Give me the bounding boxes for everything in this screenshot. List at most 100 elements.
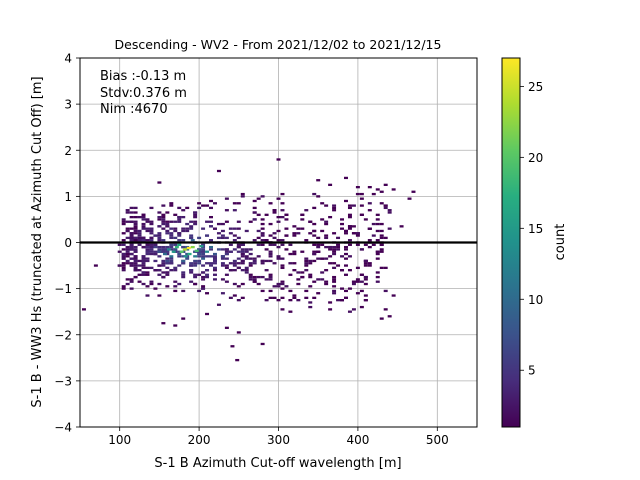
heatmap-cell-bg-335 xyxy=(181,271,186,274)
heatmap-cell-bg-347 xyxy=(125,227,130,230)
heatmap-cell-bg-134 xyxy=(125,250,130,253)
heatmap-cell-bg-304 xyxy=(332,289,337,293)
heatmap-cell-bg-695 xyxy=(320,278,325,281)
heatmap-cell-bg-404 xyxy=(292,234,297,237)
heatmap-cell-bg-816 xyxy=(304,296,309,300)
heatmap-cell-dense-0 xyxy=(186,246,191,250)
heatmap-cell-bg-759 xyxy=(216,236,221,240)
heatmap-cell-bg-19 xyxy=(212,262,217,265)
heatmap-cell-bg-240 xyxy=(240,248,245,251)
heatmap-cell-bg-631 xyxy=(304,289,309,293)
heatmap-cell-bg-449 xyxy=(324,280,329,283)
heatmap-cell-bg-827 xyxy=(205,220,210,223)
heatmap-cell-bg-710 xyxy=(224,236,229,240)
heatmap-cell-bg-228 xyxy=(316,292,321,295)
heatmap-cell-bg-500 xyxy=(125,220,130,223)
heatmap-cell-bg-884 xyxy=(292,262,297,265)
heatmap-cell-bg-886 xyxy=(332,292,337,295)
heatmap-cell-bg-781 xyxy=(177,220,182,223)
heatmap-cell-bg-149 xyxy=(340,299,345,302)
heatmap-cell-bg-899 xyxy=(312,206,317,210)
heatmap-cell-bg-897 xyxy=(141,259,146,263)
heatmap-cell-sparse-27 xyxy=(355,234,360,237)
heatmap-cell-bg-114 xyxy=(193,264,198,267)
heatmap-cell-bg-726 xyxy=(201,255,206,258)
heatmap-cell-bg-161 xyxy=(344,273,348,276)
heatmap-cell-bg-271 xyxy=(133,262,138,265)
heatmap-cell-bg-369 xyxy=(244,266,249,270)
heatmap-cell-bg-412 xyxy=(252,239,257,242)
heatmap-cell-bg-534 xyxy=(137,243,142,246)
heatmap-cell-bg-213 xyxy=(304,264,309,267)
heatmap-cell-bg-35 xyxy=(383,289,388,293)
heatmap-cell-bg-842 xyxy=(332,248,337,251)
heatmap-cell-bg-409 xyxy=(133,227,138,230)
heatmap-cell-bg-761 xyxy=(189,280,194,283)
heatmap-cell-bg-119 xyxy=(129,243,134,246)
heatmap-cell-bg-844 xyxy=(272,236,277,240)
heatmap-cell-bg-834 xyxy=(149,248,154,251)
heatmap-cell-bg-661 xyxy=(173,236,178,240)
heatmap-cell-bg-679 xyxy=(177,234,182,237)
heatmap-cell-bg-866 xyxy=(181,227,186,230)
heatmap-cell-bg-402 xyxy=(133,232,138,235)
heatmap-cell-bg-24 xyxy=(232,239,237,242)
heatmap-cell-bg-690 xyxy=(387,211,392,214)
heatmap-cell-bg-530 xyxy=(363,259,368,263)
heatmap-cell-bg-159 xyxy=(280,282,285,286)
heatmap-cell-dense-24 xyxy=(153,245,158,249)
heatmap-cell-bg-467 xyxy=(351,308,356,311)
heatmap-cell-bg-717 xyxy=(161,227,166,230)
heatmap-cell-bg-7 xyxy=(216,222,221,226)
heatmap-cell-bg-237 xyxy=(264,248,269,251)
heatmap-cell-bg-296 xyxy=(212,269,217,272)
heatmap-cell-bg-715 xyxy=(141,239,146,242)
heatmap-cell-bg-579 xyxy=(193,211,198,214)
heatmap-cell-bg-525 xyxy=(328,245,333,249)
heatmap-cell-bg-317 xyxy=(125,211,130,214)
heatmap-cell-bg-800 xyxy=(240,195,245,198)
heatmap-cell-bg-254 xyxy=(121,264,126,267)
heatmap-cell-bg-184 xyxy=(344,264,348,267)
heatmap-cell-bg-898 xyxy=(344,252,348,256)
heatmap-cell-bg-869 xyxy=(121,252,126,256)
heatmap-cell-bg-125 xyxy=(260,195,265,198)
heatmap-cell-bg-855 xyxy=(121,269,126,272)
heatmap-cell-bg-825 xyxy=(205,292,210,295)
heatmap-cell-bg-274 xyxy=(276,245,281,249)
heatmap-cell-bg-812 xyxy=(276,239,281,242)
heatmap-cell-bg-731 xyxy=(161,222,166,226)
heatmap-cell-bg-382 xyxy=(244,271,249,274)
y-tick-label-7: 3 xyxy=(64,98,72,112)
heatmap-cell-bg-410 xyxy=(383,204,388,207)
heatmap-cell-bg-865 xyxy=(236,227,241,230)
heatmap-cell-bg-630 xyxy=(280,287,285,290)
heatmap-cell-bg-465 xyxy=(300,250,305,253)
heatmap-cell-bg-307 xyxy=(288,299,293,302)
heatmap-cell-bg-233 xyxy=(193,213,198,216)
heatmap-cell-bg-580 xyxy=(177,255,182,258)
heatmap-cell-bg-137 xyxy=(129,215,134,219)
heatmap-cell-bg-821 xyxy=(232,227,237,230)
heatmap-cell-bg-638 xyxy=(173,243,178,246)
heatmap-cell-bg-810 xyxy=(300,213,305,216)
colorbar: 5 10 15 20 25 count xyxy=(501,57,568,428)
heatmap-cell-bg-712 xyxy=(189,262,194,265)
heatmap-cell-bg-674 xyxy=(193,222,198,226)
heatmap-cell-bg-456 xyxy=(197,273,202,276)
heatmap-cell-bg-87 xyxy=(201,227,206,230)
heatmap-cell-dense-19 xyxy=(212,252,217,256)
y-tick-label-2: −2 xyxy=(54,328,72,342)
heatmap-cell-bg-584 xyxy=(292,250,297,253)
heatmap-cell-bg-587 xyxy=(129,278,134,281)
heatmap-cell-bg-424 xyxy=(276,197,281,200)
heatmap-cell-bg-795 xyxy=(157,255,162,258)
heatmap-cell-bg-487 xyxy=(157,239,162,242)
heatmap-cell-bg-276 xyxy=(324,204,329,207)
heatmap-cell-bg-544 xyxy=(197,206,202,210)
heatmap-cell-bg-345 xyxy=(344,248,348,251)
heatmap-cell-bg-278 xyxy=(296,227,301,230)
heatmap-cell-bg-813 xyxy=(359,248,364,251)
heatmap-cell-bg-593 xyxy=(363,282,368,286)
